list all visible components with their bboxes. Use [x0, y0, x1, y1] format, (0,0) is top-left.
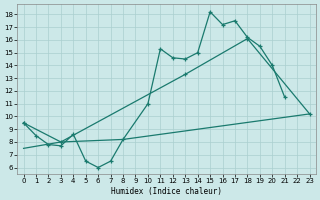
X-axis label: Humidex (Indice chaleur): Humidex (Indice chaleur): [111, 187, 222, 196]
